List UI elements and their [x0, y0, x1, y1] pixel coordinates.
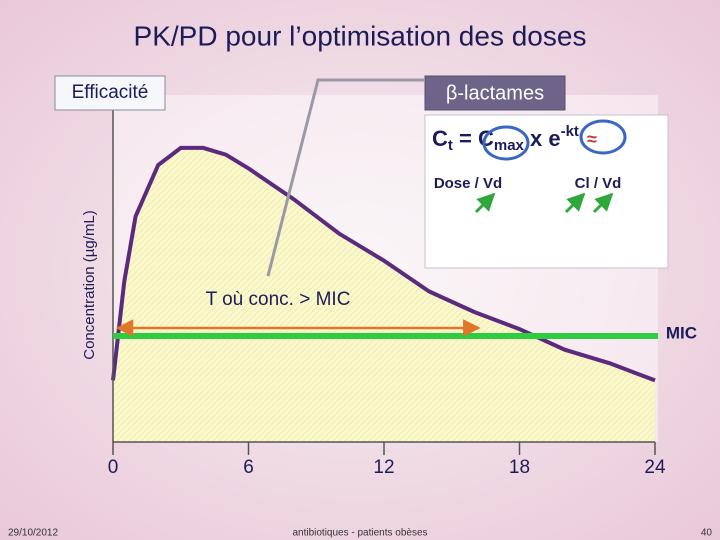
formula: Ct = Cmax x e-kt ≈: [432, 123, 597, 154]
x-tick-label: 18: [509, 457, 530, 478]
efficacy-box: [54, 75, 166, 111]
exp-circle: [579, 119, 627, 155]
drug-box: [424, 75, 566, 111]
time-above-mic-label: T où conc. > MIC: [206, 289, 351, 310]
title: PK/PD pour l’optimisation des doses: [134, 20, 587, 51]
cl-arrow-2: [592, 192, 614, 214]
mic-label: MIC: [666, 323, 697, 342]
x-tick-label: 0: [108, 457, 119, 478]
x-tick-label: 6: [243, 457, 254, 478]
cl-label: Cl / Vd: [575, 175, 622, 192]
dose-arrow: [474, 192, 496, 214]
cmax-circle: [482, 125, 530, 161]
efficacy-label: Efficacité: [72, 82, 149, 103]
y-axis-label: Concentration (µg/mL): [81, 210, 98, 360]
x-tick-label: 24: [644, 457, 666, 478]
footer-page: 40: [701, 528, 713, 539]
footer-center: antibiotiques - patients obèses: [292, 528, 427, 539]
cl-arrow-1: [564, 192, 586, 214]
drug-label: β-lactames: [446, 82, 544, 104]
x-tick-label: 12: [373, 457, 394, 478]
footer-date: 29/10/2012: [8, 528, 58, 539]
callout-line: [266, 78, 425, 277]
area: [113, 147, 655, 442]
dose-label: Dose / Vd: [434, 175, 502, 192]
formula-box: [424, 114, 669, 269]
